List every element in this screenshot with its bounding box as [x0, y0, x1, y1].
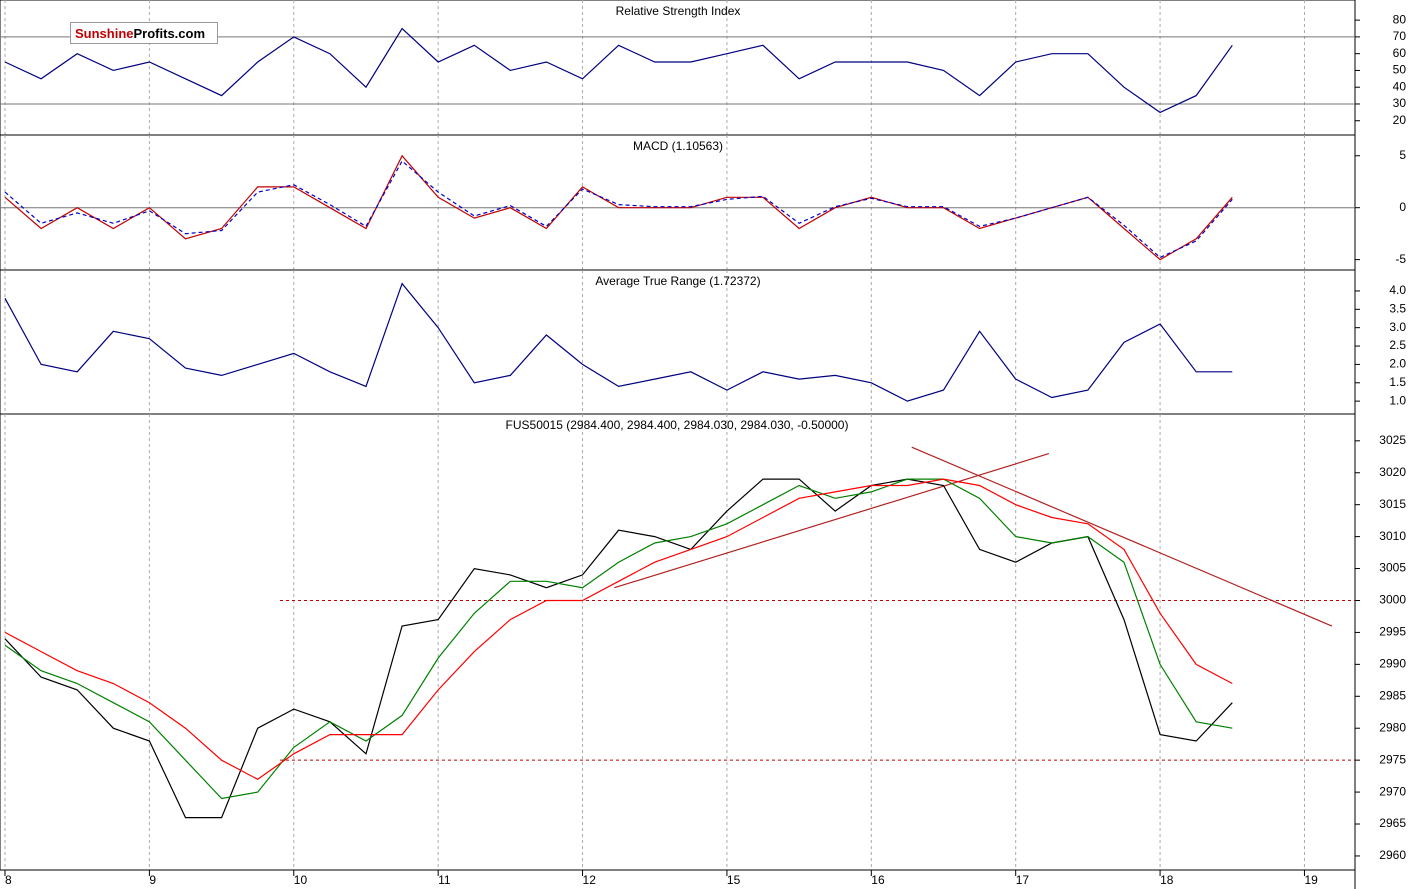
y-tick-label: -5 — [1395, 252, 1406, 266]
y-tick-label: 3015 — [1379, 497, 1406, 511]
y-tick-label: 2990 — [1379, 657, 1406, 671]
series-line — [4, 27, 1233, 114]
y-tick-label: 4.0 — [1389, 283, 1406, 297]
y-tick-label: 2985 — [1379, 688, 1406, 702]
y-tick-label: 40 — [1393, 79, 1407, 93]
y-tick-label: 2965 — [1379, 816, 1406, 830]
y-tick-label: 2970 — [1379, 784, 1406, 798]
y-tick-label: 5 — [1399, 148, 1406, 162]
x-tick-label: 16 — [871, 873, 885, 887]
panel-title: FUS50015 (2984.400, 2984.400, 2984.030, … — [506, 418, 849, 432]
y-tick-label: 3000 — [1379, 593, 1406, 607]
y-tick-label: 3020 — [1379, 465, 1406, 479]
y-tick-label: 2995 — [1379, 625, 1406, 639]
series-line — [4, 478, 1233, 819]
y-tick-label: 3005 — [1379, 561, 1406, 575]
y-tick-label: 20 — [1393, 113, 1407, 127]
y-tick-label: 30 — [1393, 96, 1407, 110]
series-line — [4, 160, 1233, 259]
series-line — [4, 282, 1233, 402]
x-tick-label: 12 — [583, 873, 597, 887]
x-tick-label: 11 — [438, 873, 451, 887]
y-tick-label: 3.5 — [1389, 301, 1406, 315]
series-line — [4, 478, 1233, 800]
y-tick-label: 60 — [1393, 46, 1407, 60]
plot-frame — [0, 0, 1356, 871]
y-tick-label: 2980 — [1379, 720, 1406, 734]
y-tick-label: 0 — [1399, 200, 1406, 214]
y-tick-label: 50 — [1393, 63, 1407, 77]
panel-title: Average True Range (1.72372) — [595, 274, 760, 288]
y-tick-label: 2.0 — [1389, 357, 1406, 371]
y-tick-label: 3025 — [1379, 433, 1406, 447]
trend-line — [614, 453, 1050, 589]
trend-line — [911, 446, 1333, 627]
y-tick-label: 70 — [1393, 29, 1407, 43]
x-tick-label: 19 — [1304, 873, 1318, 887]
y-tick-label: 3010 — [1379, 529, 1406, 543]
x-tick-label: 17 — [1016, 873, 1030, 887]
y-tick-label: 2.5 — [1389, 338, 1406, 352]
y-tick-label: 1.5 — [1389, 375, 1406, 389]
x-tick-label: 18 — [1160, 873, 1174, 887]
x-tick-label: 9 — [149, 873, 156, 887]
y-tick-label: 1.0 — [1389, 393, 1406, 407]
panel-title: Relative Strength Index — [616, 4, 741, 18]
x-tick-label: 8 — [5, 873, 12, 887]
logo-brand: Sunshine — [75, 26, 134, 41]
y-tick-label: 80 — [1393, 12, 1407, 26]
y-tick-label: 3.0 — [1389, 320, 1406, 334]
x-tick-label: 10 — [294, 873, 308, 887]
x-tick-label: 15 — [727, 873, 741, 887]
panel-title: MACD (1.10563) — [633, 139, 723, 153]
logo: SunshineProfits.com — [70, 22, 218, 44]
logo-domain: Profits.com — [133, 26, 206, 41]
series-line — [4, 478, 1233, 781]
y-tick-label: 2975 — [1379, 752, 1406, 766]
y-tick-label: 2960 — [1379, 848, 1406, 862]
